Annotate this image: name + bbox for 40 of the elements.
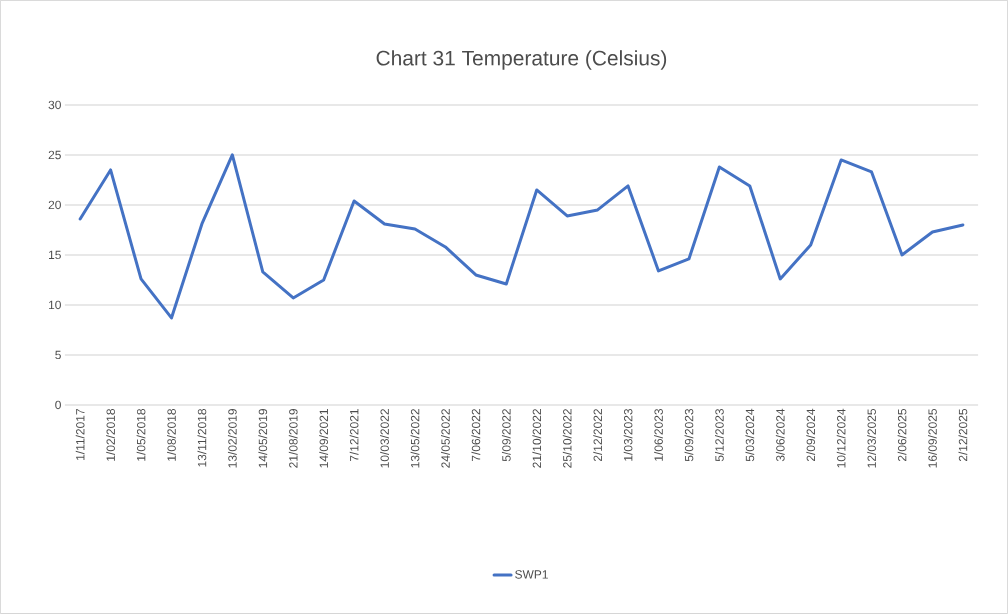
x-tick-label: 2/12/2022 — [593, 409, 602, 462]
x-tick-label: 1/11/2017 — [75, 409, 85, 460]
line-series — [78, 153, 965, 320]
x-tick-label: 10/03/2022 — [380, 409, 389, 468]
chart-title: Chart 31 Temperature (Celsius) — [376, 50, 667, 70]
x-tick-label: 3/06/2024 — [775, 408, 785, 462]
x-tick-label: 21/08/2019 — [288, 409, 298, 468]
x-tick-label: 16/09/2025 — [928, 409, 937, 468]
x-tick-label: 1/03/2023 — [623, 409, 633, 461]
x-tick-label: 7/06/2022 — [471, 409, 481, 462]
x-tick-label: 1/08/2018 — [167, 409, 176, 461]
y-tick-label: 5 — [55, 350, 61, 360]
x-tick-label: 1/02/2018 — [106, 409, 115, 461]
y-tick-label: 10 — [49, 300, 61, 310]
y-tick-label: 25 — [48, 150, 61, 160]
y-tick-label: 15 — [49, 250, 61, 260]
x-tick-label: 12/03/2025 — [867, 409, 876, 468]
x-tick-label: 13/11/2018 — [197, 409, 207, 467]
x-tick-label: 5/03/2024 — [745, 408, 755, 462]
x-tick-label: 24/05/2022 — [441, 409, 450, 468]
x-tick-label: 10/12/2024 — [836, 408, 846, 468]
x-tick-label: 5/09/2022 — [501, 409, 511, 462]
x-tick-label: 2/12/2025 — [958, 409, 968, 462]
y-tick-label: 20 — [48, 200, 61, 210]
y-tick-label: 0 — [55, 400, 61, 410]
y-tick-label: 30 — [48, 100, 61, 110]
x-tick-label: 13/05/2022 — [410, 409, 420, 468]
x-tick-label: 25/10/2022 — [562, 409, 572, 468]
x-tick-label: 13/02/2019 — [227, 409, 237, 468]
x-tick-label: 5/12/2023 — [714, 409, 724, 462]
x-tick-label: 2/09/2024 — [806, 408, 816, 462]
x-tick-label: 21/10/2022 — [532, 409, 542, 468]
x-tick-label: 5/09/2023 — [684, 409, 694, 462]
x-tick-label: 1/05/2018 — [136, 409, 146, 461]
legend-label: SWP1 — [515, 570, 548, 579]
x-tick-label: 7/12/2021 — [349, 409, 359, 462]
x-tick-label: 2/06/2025 — [897, 409, 907, 462]
x-tick-label: 14/09/2021 — [319, 409, 329, 468]
x-tick-label: 14/05/2019 — [258, 409, 268, 468]
x-tick-label: 1/06/2023 — [654, 409, 663, 461]
